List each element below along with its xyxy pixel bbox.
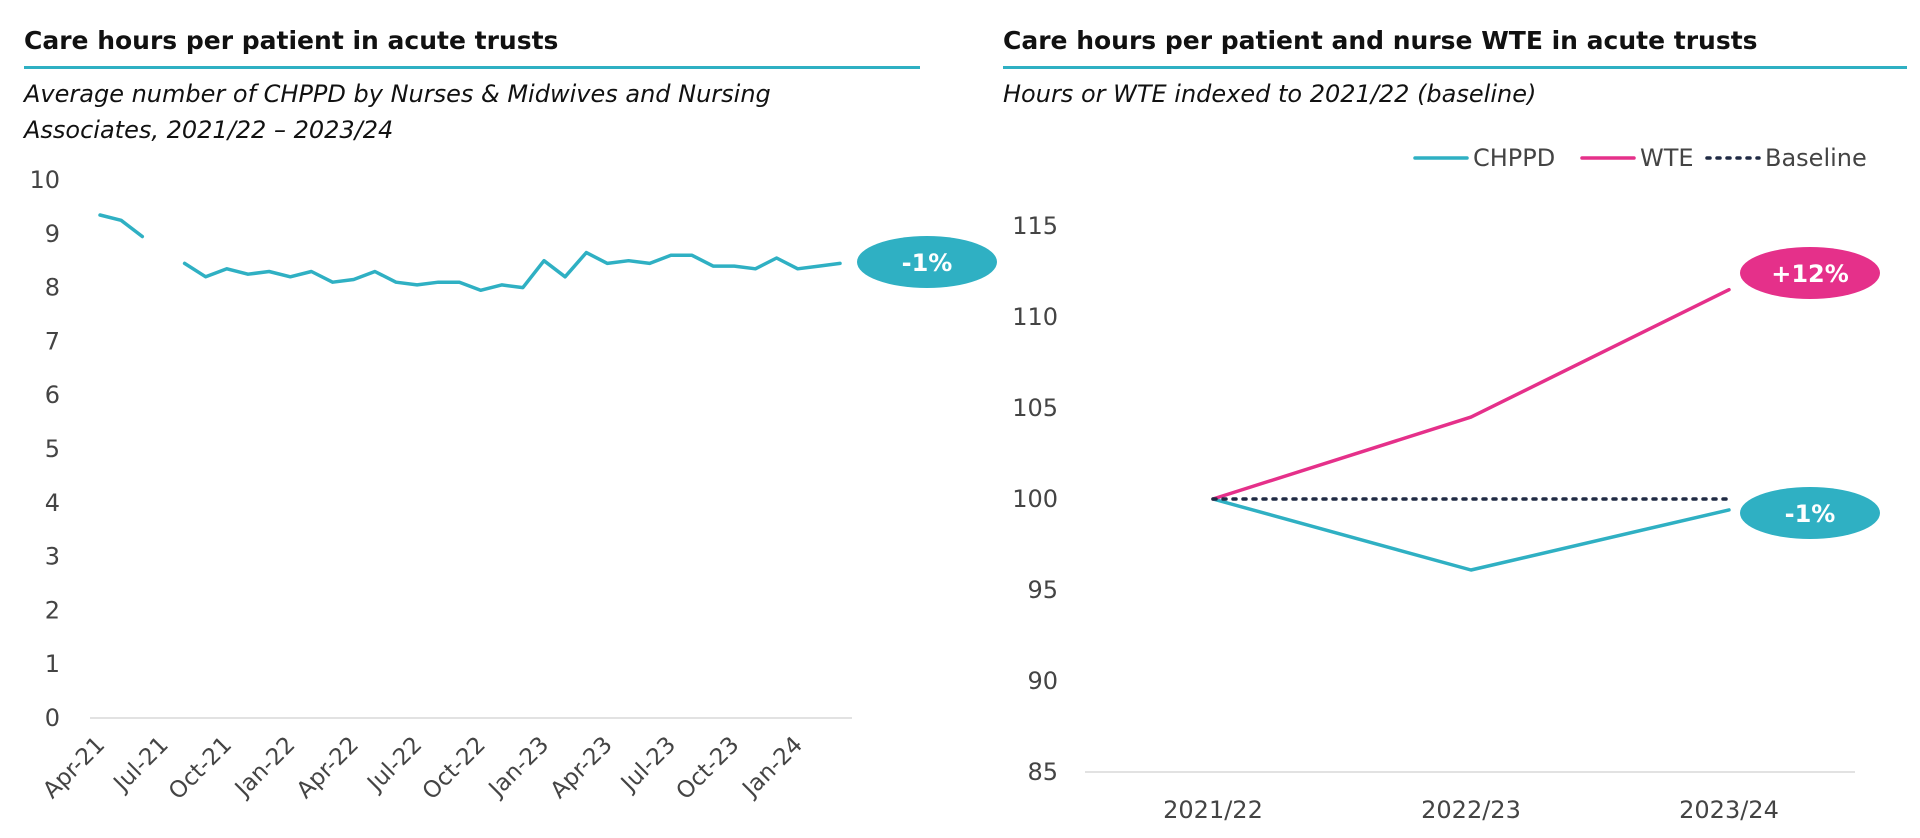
right-wte-change-label: +12% <box>1771 260 1849 288</box>
right-chppd-series-line <box>1211 497 1731 572</box>
left-chart-plot: 109876543210Apr-21Jul-21Oct-21Jan-22Apr-… <box>29 166 997 805</box>
right-subtitle-line-1: Hours or WTE indexed to 2021/22 (baselin… <box>1003 80 1537 108</box>
left-change-pill <box>857 236 997 288</box>
left-y-tick-label: 8 <box>45 274 60 302</box>
left-x-tick-label: Jan-24 <box>737 732 808 803</box>
left-chart-title: Care hours per patient in acute trusts <box>24 26 559 55</box>
right-title-rule <box>1003 66 1907 69</box>
right-x-tick-label: 2021/22 <box>1163 796 1263 824</box>
legend-chppd-label: CHPPD <box>1473 144 1555 172</box>
left-y-tick-label: 9 <box>45 220 60 248</box>
left-x-tick-label: Jul-23 <box>615 732 681 798</box>
left-y-tick-label: 0 <box>45 704 60 732</box>
right-y-tick-label: 100 <box>1012 485 1058 513</box>
right-chart-panel: Care hours per patient and nurse WTE in … <box>990 0 1920 838</box>
legend-baseline-label: Baseline <box>1765 144 1867 172</box>
left-y-tick-label: 4 <box>45 489 60 517</box>
right-y-tick-label: 90 <box>1027 667 1058 695</box>
right-x-tick-label: 2022/23 <box>1421 796 1521 824</box>
left-y-tick-label: 10 <box>29 166 60 194</box>
left-chppd-series-line <box>98 213 145 239</box>
right-chppd-change-label: -1% <box>1785 500 1836 528</box>
left-subtitle-line-1: Average number of CHPPD by Nurses & Midw… <box>24 80 771 108</box>
left-x-tick-label: Jul-21 <box>108 732 174 798</box>
right-y-tick-label: 85 <box>1027 758 1058 786</box>
left-chppd-series-line <box>182 250 842 293</box>
left-x-tick-label: Jan-22 <box>229 732 300 803</box>
left-y-tick-label: 1 <box>45 650 60 678</box>
right-wte-series-line <box>1211 287 1731 501</box>
left-x-tick-label: Jul-22 <box>361 732 427 798</box>
right-y-tick-label: 95 <box>1027 576 1058 604</box>
left-change-label: -1% <box>902 249 953 277</box>
left-subtitle-line-2: Associates, 2021/22 – 2023/24 <box>24 116 394 144</box>
right-y-tick-label: 110 <box>1012 303 1058 331</box>
right-wte-change-pill <box>1740 247 1880 299</box>
left-chart-subtitle: Average number of CHPPD by Nurses & Midw… <box>24 76 771 148</box>
right-x-tick-label: 2023/24 <box>1679 796 1779 824</box>
left-x-tick-label: Oct-22 <box>418 732 491 805</box>
right-chppd-change-pill <box>1740 487 1880 539</box>
left-x-tick-label: Oct-21 <box>164 732 237 805</box>
right-y-tick-label: 105 <box>1012 394 1058 422</box>
left-y-tick-label: 5 <box>45 435 60 463</box>
left-title-rule <box>24 66 920 69</box>
left-y-tick-label: 7 <box>45 327 60 355</box>
left-x-tick-label: Apr-23 <box>546 732 618 804</box>
left-y-tick-label: 2 <box>45 596 60 624</box>
left-x-tick-label: Jan-23 <box>483 732 554 803</box>
right-chart-subtitle: Hours or WTE indexed to 2021/22 (baselin… <box>1003 76 1536 112</box>
right-chart-title: Care hours per patient and nurse WTE in … <box>1003 26 1758 55</box>
left-x-tick-label: Apr-22 <box>292 732 364 804</box>
left-chart-panel: Care hours per patient in acute trusts A… <box>0 0 997 838</box>
left-y-tick-label: 6 <box>45 381 60 409</box>
left-y-tick-label: 3 <box>45 543 60 571</box>
legend-wte-label: WTE <box>1640 144 1694 172</box>
left-x-tick-label: Apr-21 <box>38 732 110 804</box>
right-y-tick-label: 115 <box>1012 212 1058 240</box>
left-x-tick-label: Oct-23 <box>671 732 744 805</box>
right-chart-plot: 115 110 105 100 95 90 85 2021/22 2022/23 2023/24 +… <box>1012 144 1880 824</box>
